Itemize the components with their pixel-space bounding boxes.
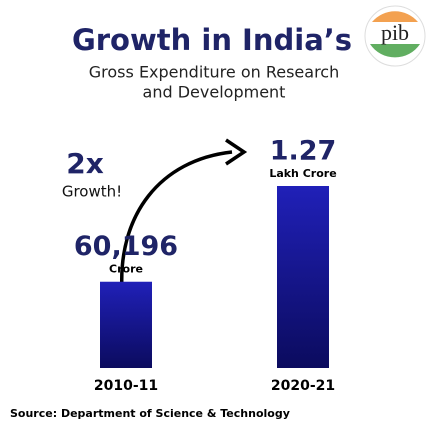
subtitle: Gross Expenditure on Research — [89, 63, 339, 82]
annotation: Growth! — [62, 183, 122, 201]
growth-arrow — [120, 150, 233, 291]
bar — [100, 281, 152, 368]
unit-label: Crore — [109, 263, 143, 276]
logo-green — [370, 44, 420, 58]
x-tick-label: 2020-21 — [271, 378, 335, 394]
value-label: 1.27 — [270, 136, 337, 167]
x-tick-label: 2010-11 — [94, 378, 158, 394]
bar — [277, 186, 329, 368]
logo-text: pib — [381, 20, 409, 45]
value-label: 60,196 — [74, 231, 178, 262]
logo-orange — [372, 11, 418, 22]
chart-title: Growth in India’s — [72, 23, 352, 57]
source: Source: Department of Science & Technolo… — [10, 407, 290, 420]
subtitle: and Development — [143, 83, 286, 102]
growth-arrowhead — [225, 138, 248, 166]
unit-label: Lakh Crore — [269, 167, 336, 180]
annotation: 2x — [66, 147, 104, 180]
logo: pib — [364, 5, 426, 67]
